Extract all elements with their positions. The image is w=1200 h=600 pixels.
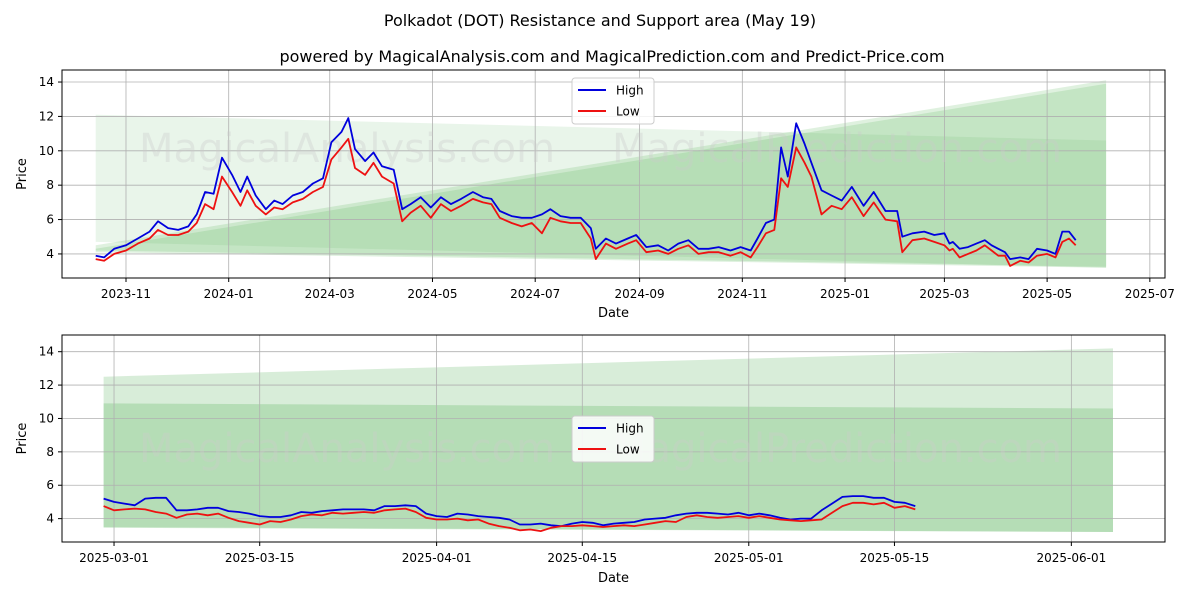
y-tick-label: 8 bbox=[46, 178, 54, 192]
x-tick-label: 2025-07 bbox=[1125, 287, 1175, 301]
band-1 bbox=[95, 80, 1107, 268]
watermark-left: MagicalAnalysis.com bbox=[139, 426, 555, 472]
x-tick-label: 2025-05-01 bbox=[714, 551, 784, 565]
bottom-price-panel: MagicalAnalysis.com MagicalPrediction.com… bbox=[15, 334, 1166, 586]
x-tick-label: 2025-04-01 bbox=[402, 551, 472, 565]
x-tick-label: 2023-11 bbox=[101, 287, 151, 301]
y-tick-label: 8 bbox=[46, 445, 54, 459]
x-tick-label: 2024-03 bbox=[305, 287, 355, 301]
legend-label-high: High bbox=[616, 84, 644, 98]
band-1 bbox=[103, 403, 1114, 532]
legend: High Low bbox=[571, 77, 655, 125]
x-tick-label: 2024-11 bbox=[717, 287, 767, 301]
watermark-right: MagicalPrediction.com bbox=[612, 426, 1062, 472]
x-tick-label: 2024-01 bbox=[204, 287, 254, 301]
x-tick-label: 2025-03-15 bbox=[225, 551, 295, 565]
legend-label-high: High bbox=[616, 422, 644, 436]
series-high-line bbox=[103, 495, 916, 527]
y-tick-label: 14 bbox=[39, 345, 54, 359]
x-axis-title: Date bbox=[598, 571, 629, 586]
plot-frame bbox=[61, 334, 1166, 543]
x-tick-label: 2025-05 bbox=[1022, 287, 1072, 301]
legend: High Low bbox=[571, 415, 655, 463]
x-tick-label: 2025-06-01 bbox=[1036, 551, 1106, 565]
y-tick-label: 14 bbox=[39, 75, 54, 89]
y-tick-label: 12 bbox=[39, 378, 54, 392]
band-2 bbox=[95, 83, 1107, 267]
x-tick-label: 2025-05-15 bbox=[860, 551, 930, 565]
y-tick-label: 4 bbox=[46, 512, 54, 526]
legend-label-low: Low bbox=[616, 105, 640, 119]
top-price-panel: MagicalAnalysis.com MagicalPrediction.com… bbox=[15, 69, 1175, 321]
series-low-line bbox=[103, 501, 916, 532]
y-tick-label: 10 bbox=[39, 411, 54, 425]
y-tick-label: 6 bbox=[46, 478, 54, 492]
legend-label-low: Low bbox=[616, 443, 640, 457]
y-tick-label: 10 bbox=[39, 144, 54, 158]
chart-title: Polkadot (DOT) Resistance and Support ar… bbox=[384, 11, 816, 30]
watermark-right: MagicalPrediction.com bbox=[612, 126, 1062, 172]
watermark-left: MagicalAnalysis.com bbox=[139, 126, 555, 172]
y-tick-label: 4 bbox=[46, 247, 54, 261]
y-axis-title: Price bbox=[15, 158, 30, 190]
series-high-line bbox=[95, 117, 1077, 260]
x-tick-label: 2024-09 bbox=[615, 287, 665, 301]
x-tick-label: 2025-04-15 bbox=[547, 551, 617, 565]
y-tick-label: 6 bbox=[46, 213, 54, 227]
chart-subtitle: powered by MagicalAnalysis.com and Magic… bbox=[279, 47, 944, 66]
y-axis-title: Price bbox=[15, 423, 30, 455]
x-tick-label: 2025-03-01 bbox=[79, 551, 149, 565]
x-axis-title: Date bbox=[598, 306, 629, 321]
x-tick-label: 2024-07 bbox=[510, 287, 560, 301]
y-tick-label: 12 bbox=[39, 109, 54, 123]
x-tick-label: 2024-05 bbox=[407, 287, 457, 301]
series-low-line bbox=[95, 137, 1077, 267]
band-0 bbox=[95, 114, 1107, 268]
x-tick-label: 2025-01 bbox=[820, 287, 870, 301]
x-tick-label: 2025-03 bbox=[919, 287, 969, 301]
plot-frame bbox=[61, 69, 1166, 279]
